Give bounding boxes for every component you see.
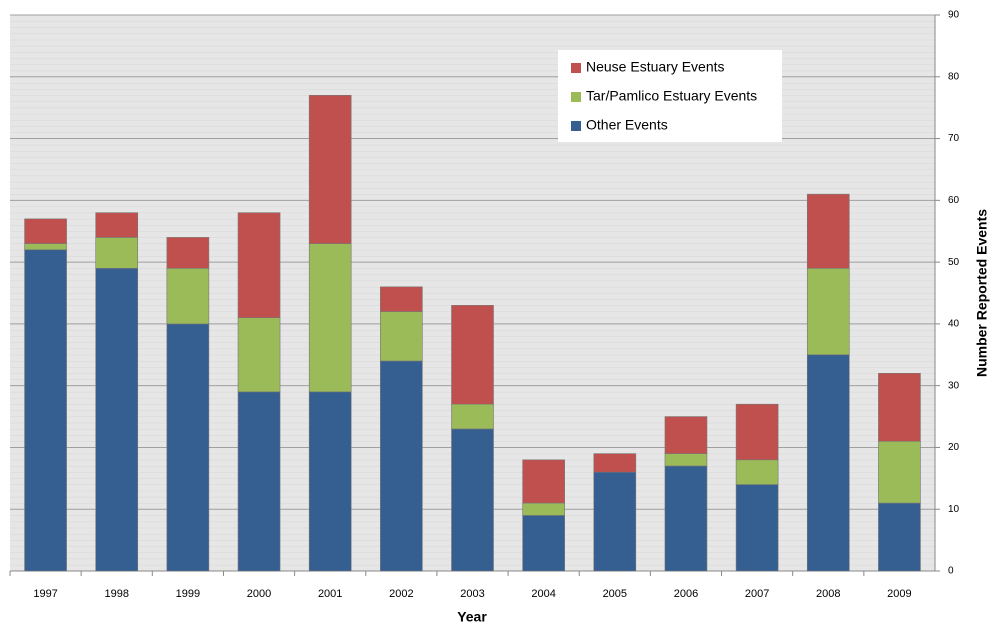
x-tick-label: 1999 [176, 588, 200, 600]
bar-segment [166, 323, 210, 572]
x-tick-label: 1998 [104, 588, 128, 600]
y-tick-label: 10 [948, 504, 960, 515]
legend-swatch [571, 92, 581, 102]
bar-segment [237, 212, 281, 319]
bar-segment [735, 459, 779, 485]
bar-segment [451, 305, 494, 405]
bar-segment [806, 267, 850, 356]
x-tick-label: 2009 [887, 588, 911, 600]
bar-segment [522, 459, 565, 504]
bar-segment [522, 502, 565, 516]
bar-segment [24, 243, 67, 251]
bar-segment [95, 212, 139, 238]
bar-segment [237, 391, 281, 572]
x-tick-label: 1997 [33, 588, 57, 600]
bar-segment [451, 428, 494, 572]
bar-segment [308, 391, 352, 572]
bar-segment [735, 403, 779, 461]
legend-label: Neuse Estuary Events [586, 59, 725, 75]
bar-segment [24, 218, 67, 244]
x-tick-label: 2008 [816, 588, 840, 600]
x-tick-label: 2004 [531, 588, 555, 600]
legend-label: Other Events [586, 117, 668, 133]
bar-segment [237, 317, 281, 393]
bar-segment [166, 267, 210, 325]
bar-segment [664, 453, 708, 467]
bar-segment [522, 515, 565, 572]
y-tick-label: 80 [948, 71, 960, 82]
x-tick-label: 2003 [460, 588, 484, 600]
legend-swatch [571, 121, 581, 131]
y-tick-label: 20 [948, 442, 960, 453]
bar-segment [593, 453, 637, 473]
x-tick-label: 2001 [318, 588, 342, 600]
legend-swatch [571, 63, 581, 73]
bar-segment [806, 354, 850, 572]
bar-segment [95, 267, 139, 572]
bar-segment [593, 471, 637, 572]
y-tick-label: 90 [948, 10, 960, 21]
bar-segment [24, 249, 67, 572]
legend-label: Tar/Pamlico Estuary Events [586, 88, 757, 104]
x-axis-title: Year [457, 609, 487, 625]
bar-segment [878, 502, 921, 572]
bar-segment [735, 484, 779, 572]
y-tick-label: 40 [948, 319, 960, 330]
bar-segment [380, 311, 423, 362]
bar-segment [95, 237, 139, 269]
bar-segment [308, 243, 352, 393]
x-tick-label: 2007 [745, 588, 769, 600]
bar-segment [806, 193, 850, 269]
bar-segment [878, 440, 921, 504]
bar-segment [380, 360, 423, 572]
bar-segment [380, 286, 423, 312]
bar-segment [878, 373, 921, 442]
legend-box [558, 50, 782, 142]
y-tick-label: 60 [948, 195, 960, 206]
y-tick-label: 50 [948, 257, 960, 268]
bar-segment [166, 237, 210, 269]
y-tick-label: 70 [948, 133, 960, 144]
y-tick-label: 0 [948, 566, 954, 577]
bar-segment [664, 416, 708, 454]
y-tick-label: 30 [948, 380, 960, 391]
bar-segment [664, 465, 708, 572]
bar-segment [308, 95, 352, 244]
bar-segment [451, 403, 494, 430]
y-axis-title: Number Reported Events [974, 209, 990, 377]
x-tick-label: 2000 [247, 588, 271, 600]
x-tick-label: 2002 [389, 588, 413, 600]
x-tick-label: 2006 [674, 588, 698, 600]
x-tick-label: 2005 [603, 588, 627, 600]
